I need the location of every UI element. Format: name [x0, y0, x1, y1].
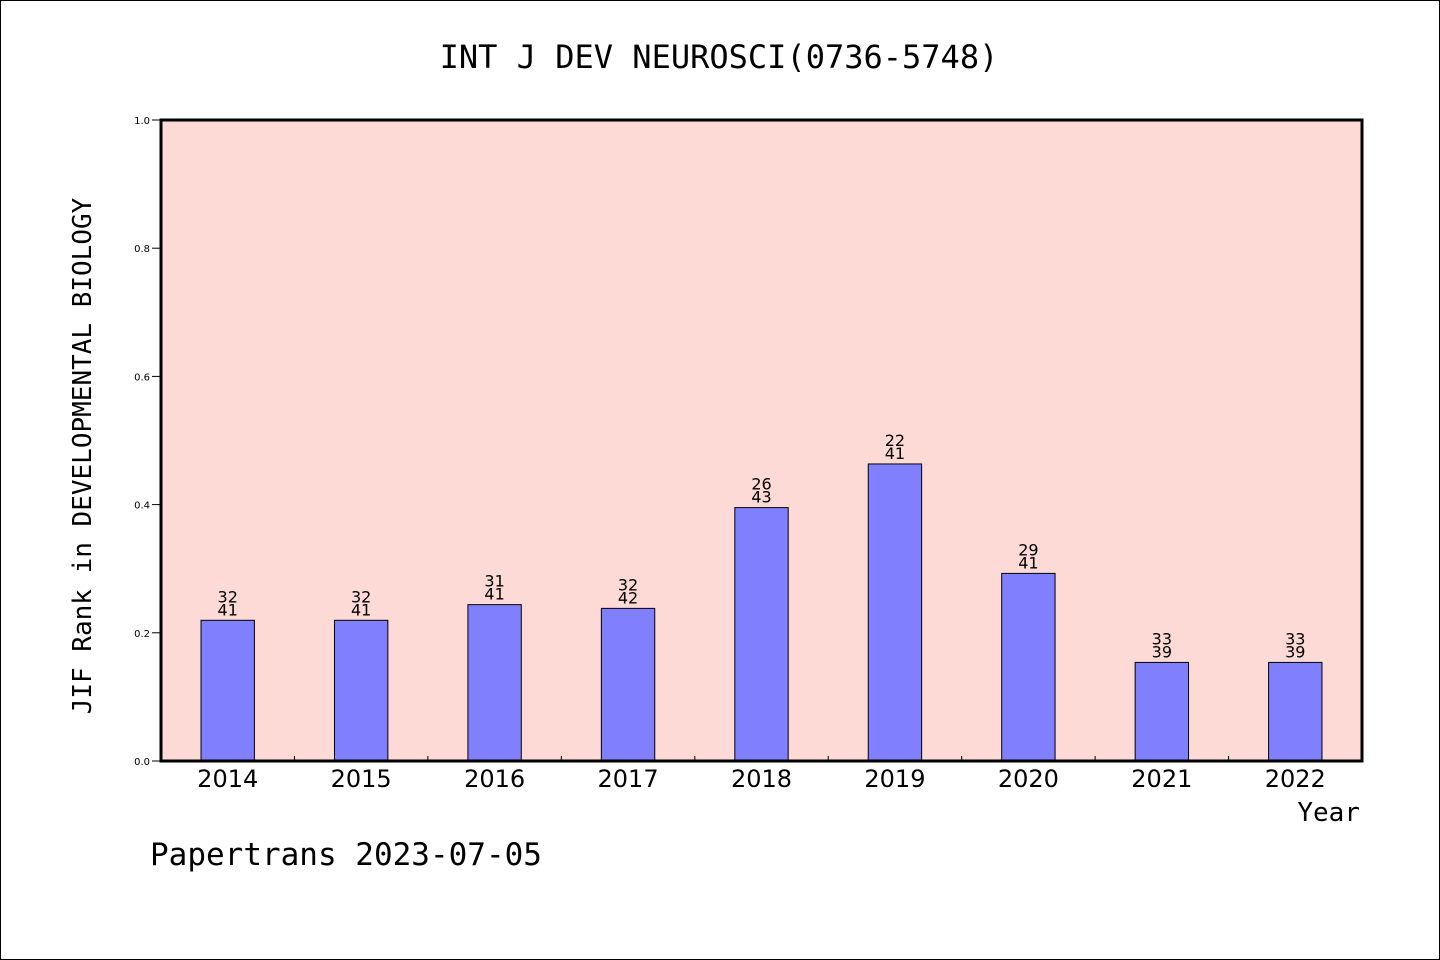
chart-title: INT J DEV NEUROSCI(0736-5748) — [440, 38, 999, 76]
bar-total-label: 39 — [1152, 642, 1172, 661]
y-tick-label: 0.6 — [134, 372, 150, 383]
x-tick-label: 2019 — [864, 765, 925, 793]
ticks-layer: 2014 2015 2016 2017 2018 2019 2020 2021 2022 0.0 0… — [134, 116, 1326, 793]
bar-2022 — [1268, 661, 1323, 762]
bar-2016 — [467, 604, 522, 762]
bar-rank-label: 32 — [351, 587, 371, 606]
x-tick-label: 2017 — [598, 765, 659, 793]
bar-total-label: 41 — [218, 600, 238, 619]
bar-total-label: 43 — [751, 488, 771, 507]
bar-rank-label: 22 — [885, 431, 905, 450]
bar-2018 — [734, 507, 789, 762]
bar-rank-label: 32 — [618, 575, 638, 594]
x-tick-label: 2015 — [331, 765, 392, 793]
bar-rank-label: 32 — [218, 587, 238, 606]
bar-rank-label: 33 — [1285, 629, 1305, 648]
x-tick-label: 2022 — [1265, 765, 1326, 793]
bar-2017 — [600, 607, 656, 762]
plot-frame — [159, 118, 1364, 763]
bar-rank-label: 29 — [1018, 540, 1038, 559]
y-tick-label: 0.2 — [134, 629, 150, 640]
bar-total-label: 41 — [351, 600, 371, 619]
bar-rank-label: 31 — [484, 572, 504, 591]
x-tick-label: 2016 — [464, 765, 525, 793]
y-tick-label: 0.0 — [134, 757, 150, 768]
bar-total-label: 42 — [618, 588, 638, 607]
bar-2020 — [1001, 572, 1056, 762]
bar-total-label: 41 — [484, 585, 504, 604]
bar-2014 — [200, 619, 255, 762]
y-tick-label: 0.4 — [134, 501, 150, 512]
bar-total-label: 39 — [1285, 642, 1305, 661]
x-tick-label: 2018 — [731, 765, 792, 793]
bar-2015 — [333, 619, 389, 762]
bar-2019 — [867, 463, 923, 762]
x-tick-label: 2014 — [197, 765, 258, 793]
x-axis-label: Year — [1297, 798, 1360, 828]
bar-2021 — [1134, 661, 1190, 762]
x-tick-label: 2021 — [1131, 765, 1192, 793]
y-tick-label: 0.8 — [134, 244, 150, 255]
bar-total-label: 41 — [885, 444, 905, 463]
bar-rank-label: 26 — [751, 475, 771, 494]
y-tick-label: 1.0 — [134, 116, 150, 127]
y-axis-label: JIF Rank in DEVELOPMENTAL BIOLOGY — [68, 197, 98, 714]
bar-rank-label: 33 — [1152, 629, 1172, 648]
footer-credit: Papertrans 2023-07-05 — [150, 837, 542, 873]
bar-total-label: 41 — [1018, 553, 1038, 572]
x-tick-label: 2020 — [998, 765, 1059, 793]
